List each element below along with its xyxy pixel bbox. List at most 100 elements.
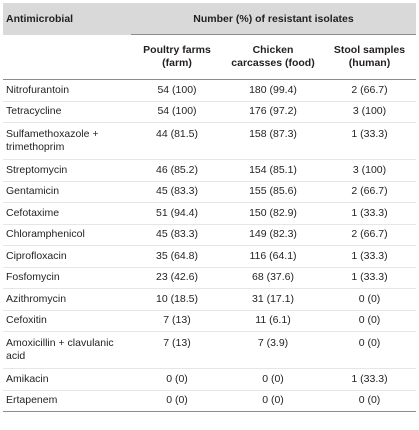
- antimicrobial-name: Fosfomycin: [3, 266, 131, 289]
- antimicrobial-name-line1: Nitrofurantoin: [6, 83, 70, 96]
- food-value: 7 (3.9): [223, 331, 323, 369]
- header-column-human: Stool samples (human): [323, 34, 416, 80]
- table-row: Azithromycin 10 (18.5) 31 (17.1) 0 (0): [3, 288, 416, 310]
- table-header: Antimicrobial Number (%) of resistant is…: [3, 3, 416, 80]
- header-column-food: Chicken carcasses (food): [223, 34, 323, 80]
- table-body: Nitrofurantoin 54 (100) 180 (99.4) 2 (66.7)…: [3, 79, 416, 412]
- food-value: 155 (85.6): [223, 180, 323, 203]
- human-value: 0 (0): [323, 389, 416, 412]
- food-value: 154 (85.1): [223, 159, 323, 181]
- farm-value: 23 (42.6): [131, 266, 223, 289]
- food-value: 68 (37.6): [223, 266, 323, 289]
- farm-value: 7 (13): [131, 331, 223, 369]
- table-row: Amikacin 0 (0) 0 (0) 1 (33.3): [3, 368, 416, 390]
- table-row: Tetracycline 54 (100) 176 (97.2) 3 (100): [3, 100, 416, 123]
- table-row: Sulfamethoxazole + trimethoprim 44 (81.5) 1…: [3, 122, 416, 160]
- antimicrobial-name: Streptomycin: [3, 159, 131, 181]
- header-column-farm-line1: Poultry farms: [143, 44, 211, 56]
- antimicrobial-name: Tetracycline: [3, 100, 131, 123]
- human-value: 3 (100): [323, 159, 416, 181]
- resistance-table-container: Antimicrobial Number (%) of resistant is…: [3, 3, 416, 412]
- antimicrobial-name: Amoxicillin + clavulanic acid: [3, 331, 131, 369]
- human-value: 1 (33.3): [323, 122, 416, 160]
- human-value: 1 (33.3): [323, 202, 416, 224]
- food-value: 150 (82.9): [223, 202, 323, 224]
- farm-value: 45 (83.3): [131, 223, 223, 246]
- antimicrobial-name-line1: Cefotaxime: [6, 206, 60, 219]
- table-row: Nitrofurantoin 54 (100) 180 (99.4) 2 (66.7): [3, 79, 416, 101]
- human-value: 2 (66.7): [323, 79, 416, 101]
- table-row: Gentamicin 45 (83.3) 155 (85.6) 2 (66.7): [3, 180, 416, 203]
- farm-value: 35 (64.8): [131, 245, 223, 267]
- antimicrobial-name-line1: Streptomycin: [6, 163, 68, 176]
- human-value: 1 (33.3): [323, 245, 416, 267]
- antimicrobial-name-line1: Azithromycin: [6, 292, 67, 305]
- header-empty-cell: [3, 35, 131, 80]
- human-value: 0 (0): [323, 309, 416, 332]
- antimicrobial-name: Amikacin: [3, 368, 131, 390]
- food-value: 0 (0): [223, 368, 323, 390]
- farm-value: 10 (18.5): [131, 288, 223, 310]
- table-row: Ertapenem 0 (0) 0 (0) 0 (0): [3, 389, 416, 412]
- food-value: 0 (0): [223, 389, 323, 412]
- table-row: Streptomycin 46 (85.2) 154 (85.1) 3 (100): [3, 159, 416, 181]
- food-value: 176 (97.2): [223, 100, 323, 123]
- farm-value: 44 (81.5): [131, 122, 223, 160]
- human-value: 2 (66.7): [323, 180, 416, 203]
- header-row-top: Antimicrobial Number (%) of resistant is…: [3, 3, 416, 35]
- antimicrobial-name-line1: Gentamicin: [6, 185, 60, 198]
- antimicrobial-name: Ciprofloxacin: [3, 245, 131, 267]
- antimicrobial-name: Chloramphenicol: [3, 223, 131, 246]
- farm-value: 54 (100): [131, 79, 223, 101]
- food-value: 180 (99.4): [223, 79, 323, 101]
- antimicrobial-name: Azithromycin: [3, 288, 131, 310]
- header-column-food-line1: Chicken: [252, 44, 294, 56]
- table-row: Ciprofloxacin 35 (64.8) 116 (64.1) 1 (33.3): [3, 245, 416, 267]
- food-value: 11 (6.1): [223, 309, 323, 332]
- table-row: Cefotaxime 51 (94.4) 150 (82.9) 1 (33.3): [3, 202, 416, 224]
- antimicrobial-name: Cefotaxime: [3, 202, 131, 224]
- human-value: 3 (100): [323, 100, 416, 123]
- farm-value: 46 (85.2): [131, 159, 223, 181]
- farm-value: 51 (94.4): [131, 202, 223, 224]
- antimicrobial-name-line1: Ertapenem: [6, 394, 58, 407]
- antimicrobial-name-line1: Amikacin: [6, 372, 49, 385]
- food-value: 158 (87.3): [223, 122, 323, 160]
- human-value: 0 (0): [323, 331, 416, 369]
- header-column-food-line2: carcasses (food): [231, 57, 315, 69]
- header-antimicrobial: Antimicrobial: [3, 3, 131, 35]
- antimicrobial-name-line2: acid: [6, 350, 26, 362]
- antimicrobial-name: Nitrofurantoin: [3, 79, 131, 101]
- header-column-human-line1: Stool samples: [333, 44, 406, 56]
- antimicrobial-name-line1: Ciprofloxacin: [6, 249, 67, 262]
- header-column-farm: Poultry farms (farm): [131, 34, 223, 80]
- antimicrobial-name-line1: Sulfamethoxazole +: [6, 128, 99, 140]
- antimicrobial-name-line1: Fosfomycin: [6, 271, 60, 284]
- antimicrobial-name-line1: Amoxicillin + clavulanic: [6, 337, 114, 349]
- table-row: Amoxicillin + clavulanic acid 7 (13) 7 (3.9…: [3, 331, 416, 369]
- human-value: 1 (33.3): [323, 368, 416, 390]
- farm-value: 54 (100): [131, 100, 223, 123]
- header-group-title: Number (%) of resistant isolates: [131, 3, 416, 35]
- table-row: Fosfomycin 23 (42.6) 68 (37.6) 1 (33.3): [3, 266, 416, 289]
- farm-value: 0 (0): [131, 368, 223, 390]
- antimicrobial-name-line1: Cefoxitin: [6, 314, 47, 327]
- food-value: 31 (17.1): [223, 288, 323, 310]
- antimicrobial-name: Cefoxitin: [3, 309, 131, 332]
- antimicrobial-name: Gentamicin: [3, 180, 131, 203]
- table-row: Cefoxitin 7 (13) 11 (6.1) 0 (0): [3, 309, 416, 332]
- farm-value: 45 (83.3): [131, 180, 223, 203]
- human-value: 1 (33.3): [323, 266, 416, 289]
- antimicrobial-name-line2: trimethoprim: [6, 141, 65, 153]
- farm-value: 0 (0): [131, 389, 223, 412]
- human-value: 2 (66.7): [323, 223, 416, 246]
- food-value: 149 (82.3): [223, 223, 323, 246]
- antimicrobial-name-line1: Chloramphenicol: [6, 228, 85, 241]
- food-value: 116 (64.1): [223, 245, 323, 267]
- farm-value: 7 (13): [131, 309, 223, 332]
- resistance-table: Antimicrobial Number (%) of resistant is…: [3, 3, 416, 412]
- antimicrobial-name: Sulfamethoxazole + trimethoprim: [3, 122, 131, 160]
- table-row: Chloramphenicol 45 (83.3) 149 (82.3) 2 (66.…: [3, 223, 416, 246]
- header-column-human-line2: (human): [348, 57, 391, 69]
- header-row-sub: Poultry farms (farm) Chicken carcasses (…: [3, 34, 416, 80]
